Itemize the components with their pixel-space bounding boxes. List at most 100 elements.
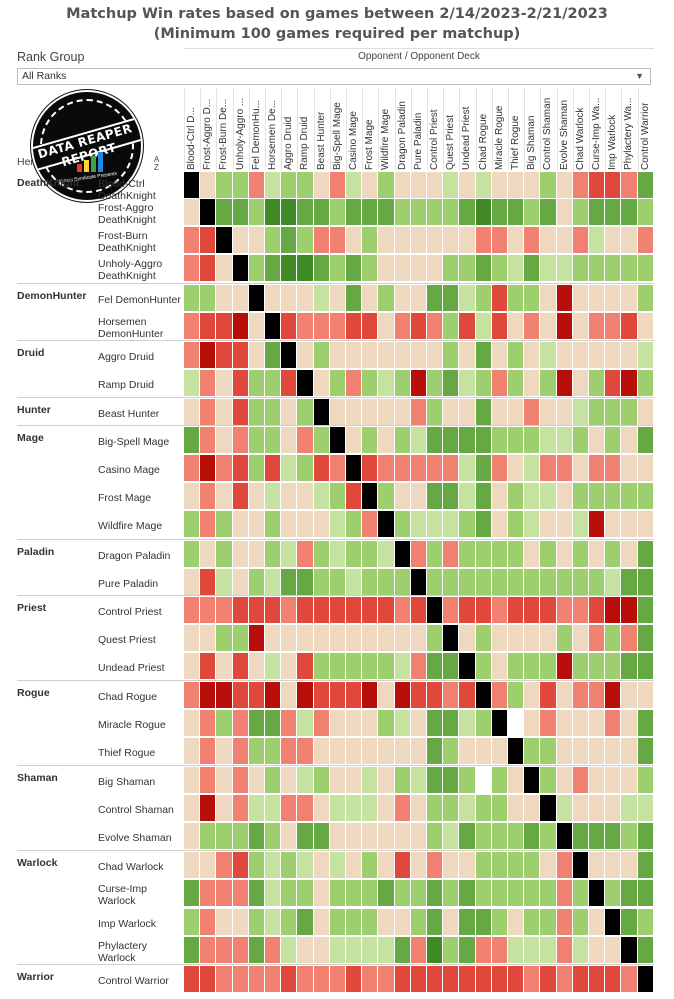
heatmap-cell[interactable] (378, 625, 394, 651)
heatmap-cell[interactable] (378, 172, 394, 198)
heatmap-cell[interactable] (362, 852, 378, 878)
heatmap-cell[interactable] (394, 227, 410, 253)
heatmap-cell[interactable] (394, 511, 410, 537)
heatmap-cell[interactable] (524, 255, 540, 281)
heatmap-cell[interactable] (329, 852, 345, 878)
heatmap-cell[interactable] (524, 313, 540, 339)
heatmap-cell[interactable] (427, 342, 443, 368)
heatmap-cell[interactable] (394, 852, 410, 878)
heatmap-cell[interactable] (491, 370, 507, 396)
heatmap-cell[interactable] (200, 255, 216, 281)
heatmap-cell[interactable] (572, 710, 588, 736)
heatmap-cell[interactable] (394, 682, 410, 708)
heatmap-cell[interactable] (281, 285, 297, 311)
heatmap-cell[interactable] (459, 767, 475, 793)
heatmap-cell[interactable] (184, 427, 200, 453)
heatmap-cell[interactable] (459, 880, 475, 906)
heatmap-cell[interactable] (265, 909, 281, 935)
heatmap-cell[interactable] (427, 227, 443, 253)
heatmap-cell[interactable] (556, 285, 572, 311)
heatmap-cell[interactable] (443, 370, 459, 396)
heatmap-cell[interactable] (248, 625, 264, 651)
heatmap-cell[interactable] (556, 342, 572, 368)
heatmap-cell[interactable] (232, 795, 248, 821)
heatmap-cell[interactable] (637, 399, 653, 425)
heatmap-cell[interactable] (378, 653, 394, 679)
heatmap-cell[interactable] (589, 710, 605, 736)
heatmap-cell[interactable] (589, 909, 605, 935)
heatmap-cell[interactable] (200, 823, 216, 849)
heatmap-cell[interactable] (621, 399, 637, 425)
heatmap-cell[interactable] (297, 342, 313, 368)
heatmap-cell[interactable] (281, 909, 297, 935)
heatmap-cell[interactable] (362, 227, 378, 253)
heatmap-cell[interactable] (232, 342, 248, 368)
heatmap-cell[interactable] (313, 966, 329, 992)
heatmap-cell[interactable] (378, 880, 394, 906)
heatmap-cell[interactable] (200, 767, 216, 793)
heatmap-cell[interactable] (524, 483, 540, 509)
heatmap-cell[interactable] (281, 227, 297, 253)
heatmap-cell[interactable] (637, 313, 653, 339)
heatmap-cell[interactable] (540, 597, 556, 623)
heatmap-cell[interactable] (216, 682, 232, 708)
heatmap-cell[interactable] (346, 767, 362, 793)
heatmap-cell[interactable] (394, 880, 410, 906)
heatmap-cell[interactable] (329, 313, 345, 339)
heatmap-cell[interactable] (491, 455, 507, 481)
heatmap-cell[interactable] (475, 285, 491, 311)
heatmap-cell[interactable] (605, 285, 621, 311)
heatmap-cell[interactable] (427, 966, 443, 992)
heatmap-cell[interactable] (248, 227, 264, 253)
heatmap-cell[interactable] (540, 738, 556, 764)
heatmap-cell[interactable] (572, 541, 588, 567)
heatmap-cell[interactable] (265, 511, 281, 537)
heatmap-cell[interactable] (459, 909, 475, 935)
heatmap-cell[interactable] (200, 199, 216, 225)
heatmap-cell[interactable] (313, 653, 329, 679)
heatmap-cell[interactable] (265, 172, 281, 198)
heatmap-cell[interactable] (232, 227, 248, 253)
heatmap-cell[interactable] (637, 823, 653, 849)
heatmap-cell[interactable] (216, 795, 232, 821)
heatmap-cell[interactable] (443, 682, 459, 708)
heatmap-cell[interactable] (329, 682, 345, 708)
heatmap-cell[interactable] (394, 710, 410, 736)
heatmap-cell[interactable] (637, 370, 653, 396)
heatmap-cell[interactable] (394, 342, 410, 368)
heatmap-cell[interactable] (427, 511, 443, 537)
heatmap-cell[interactable] (637, 597, 653, 623)
heatmap-cell[interactable] (216, 767, 232, 793)
heatmap-cell[interactable] (329, 227, 345, 253)
heatmap-cell[interactable] (362, 342, 378, 368)
heatmap-cell[interactable] (508, 511, 524, 537)
heatmap-cell[interactable] (621, 199, 637, 225)
heatmap-cell[interactable] (621, 682, 637, 708)
heatmap-cell[interactable] (524, 767, 540, 793)
heatmap-cell[interactable] (394, 285, 410, 311)
heatmap-cell[interactable] (184, 966, 200, 992)
heatmap-cell[interactable] (556, 370, 572, 396)
heatmap-cell[interactable] (281, 455, 297, 481)
heatmap-cell[interactable] (443, 455, 459, 481)
heatmap-cell[interactable] (297, 625, 313, 651)
heatmap-cell[interactable] (200, 966, 216, 992)
heatmap-cell[interactable] (427, 255, 443, 281)
heatmap-cell[interactable] (443, 427, 459, 453)
heatmap-cell[interactable] (572, 511, 588, 537)
heatmap-cell[interactable] (524, 569, 540, 595)
heatmap-cell[interactable] (524, 937, 540, 963)
heatmap-cell[interactable] (378, 483, 394, 509)
heatmap-cell[interactable] (637, 285, 653, 311)
heatmap-cell[interactable] (248, 483, 264, 509)
heatmap-cell[interactable] (572, 227, 588, 253)
heatmap-cell[interactable] (540, 966, 556, 992)
heatmap-cell[interactable] (362, 511, 378, 537)
heatmap-cell[interactable] (394, 370, 410, 396)
heatmap-cell[interactable] (248, 937, 264, 963)
heatmap-cell[interactable] (556, 455, 572, 481)
heatmap-cell[interactable] (524, 682, 540, 708)
heatmap-cell[interactable] (540, 909, 556, 935)
heatmap-cell[interactable] (394, 909, 410, 935)
